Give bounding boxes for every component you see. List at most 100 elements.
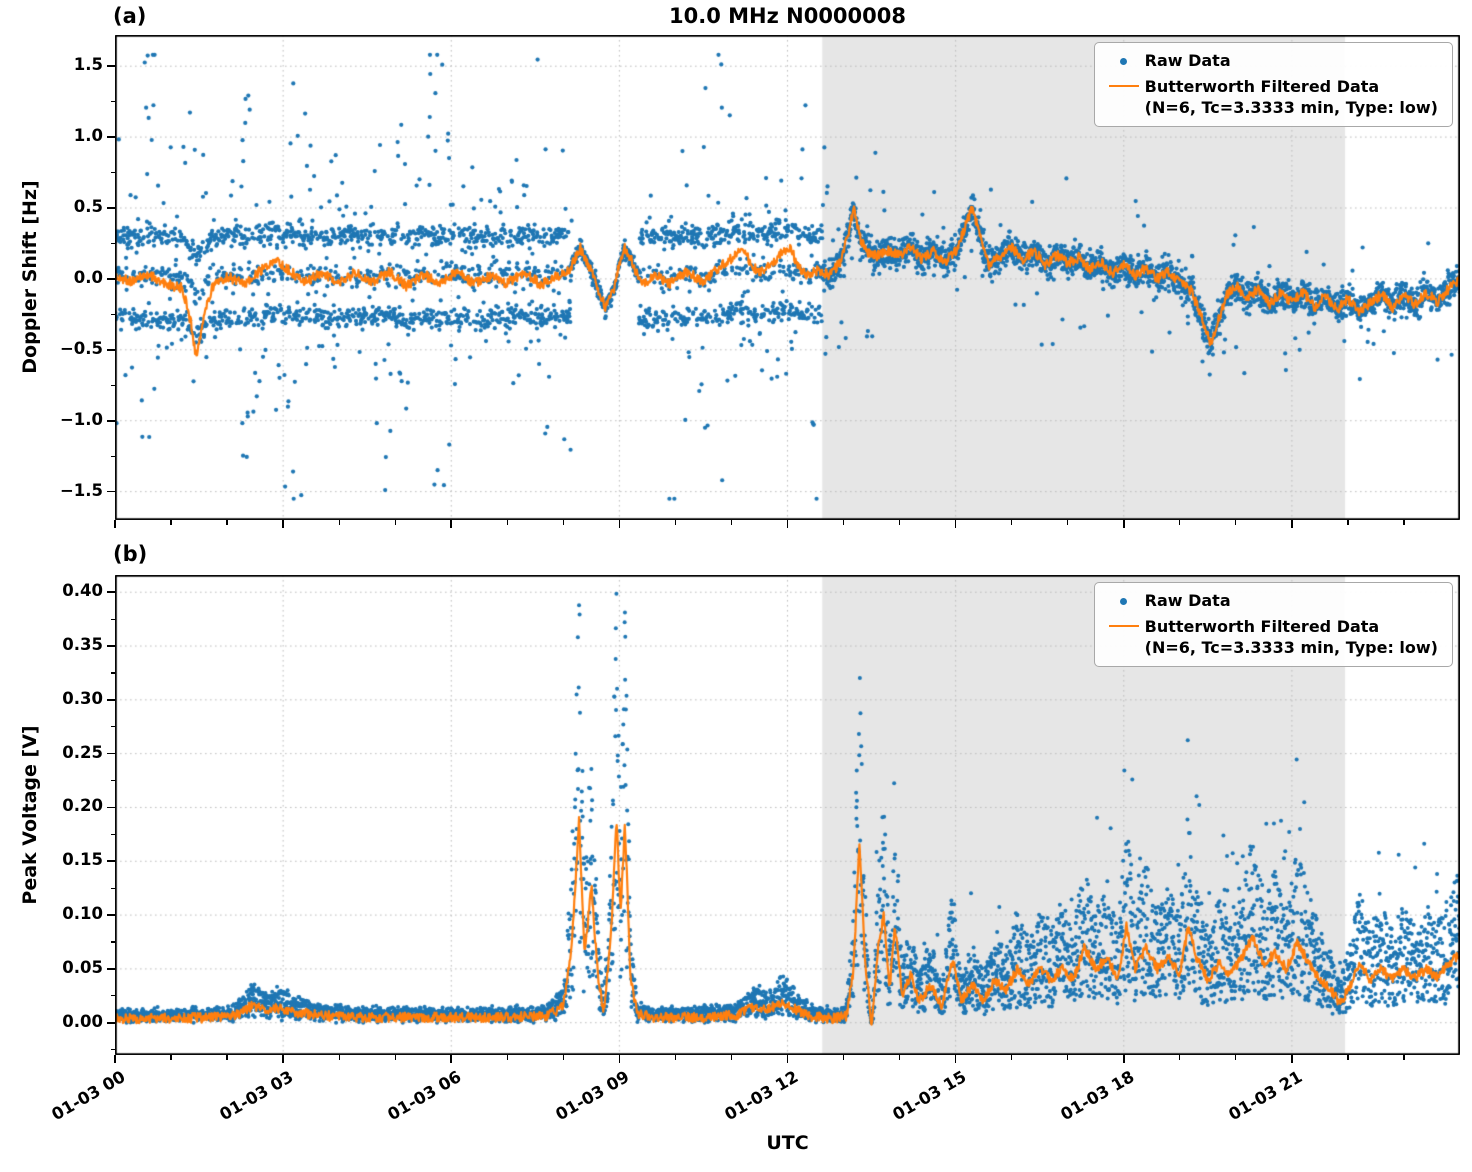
raw-data-marker [1103,597,1145,605]
legend-filtered-label-line2: (N=6, Tc=3.3333 min, Type: low) [1144,97,1438,117]
y-minor-tick [110,833,115,835]
x-minor-tick [562,1055,564,1060]
y-major-tick [107,349,115,351]
y-major-tick [107,968,115,970]
y-major-tick [107,419,115,422]
x-major-tick [450,520,453,528]
y-tick-label: 0.35 [62,635,103,655]
y-major-tick [107,752,115,755]
x-major-tick [618,520,621,528]
y-minor-tick [110,726,115,728]
y-minor-tick [110,455,115,457]
filtered-line-icon [1108,84,1139,87]
y-major-tick [107,645,115,647]
x-minor-tick [1347,1055,1349,1060]
y-major-tick [107,860,115,863]
x-minor-tick [842,520,845,525]
x-minor-tick [338,520,340,525]
x-minor-tick [1067,520,1069,525]
x-tick-label: 01-03 06 [384,1067,465,1125]
y-tick-label: 0.0 [73,267,103,287]
y-minor-tick [110,672,115,674]
x-minor-tick [506,1055,508,1060]
y-major-tick [107,65,115,67]
y-tick-label: 0.5 [73,197,103,216]
y-tick-label: 1.5 [73,55,103,75]
x-minor-tick [170,520,172,525]
x-tick-label: 01-03 21 [1225,1067,1306,1125]
y-tick-label: −1.5 [59,480,103,500]
x-minor-tick [226,1055,228,1060]
filtered-line-marker [1103,624,1145,627]
x-minor-tick [898,1055,901,1060]
x-minor-tick [1235,520,1237,525]
y-minor-tick [110,941,115,943]
x-minor-tick [1011,1055,1013,1060]
x-major-tick [450,1055,453,1063]
x-major-tick [1122,520,1125,528]
legend-raw-row: Raw Data [1103,51,1438,72]
filtered-line-marker [1103,84,1145,87]
x-tick-label: 01-03 15 [889,1067,970,1125]
x-minor-tick [506,520,508,525]
legend-voltage: Raw Data Butterworth Filtered Data (N=6,… [1093,582,1453,668]
legend-filtered-label-line1: Butterworth Filtered Data [1144,616,1380,636]
x-tick-label: 01-03 09 [552,1067,633,1125]
y-tick-label: 1.0 [73,126,103,146]
y-major-tick [107,278,115,280]
legend-raw-row: Raw Data [1103,591,1438,612]
y-major-tick [107,207,115,209]
x-minor-tick [1235,1055,1237,1060]
figure-title: 10.0 MHz N0000008 [669,4,906,28]
x-minor-tick [1347,520,1349,525]
y-tick-label: 0.20 [62,796,103,816]
x-minor-tick [338,1055,340,1060]
x-tick-label: 01-03 12 [720,1067,801,1125]
x-tick-label: 01-03 00 [48,1067,129,1125]
x-minor-tick [1179,1055,1181,1060]
x-minor-tick [226,520,228,525]
y-major-tick [107,806,115,809]
legend-filtered-label: Butterworth Filtered Data (N=6, Tc=3.333… [1145,617,1438,659]
y-major-tick [107,914,115,916]
x-minor-tick [170,1055,172,1060]
y-major-tick [107,591,115,593]
y-minor-tick [110,887,115,889]
x-tick-label: 01-03 18 [1057,1067,1138,1125]
panel-a-label: (a) [113,4,147,28]
y-tick-label: 0.30 [62,688,103,708]
x-major-tick [282,1055,284,1063]
x-minor-tick [1403,520,1405,525]
y-major-tick [107,1021,115,1024]
y-minor-tick [110,1049,115,1051]
x-minor-tick [1403,1055,1405,1060]
x-major-tick [282,520,284,528]
y-major-tick [107,699,115,701]
x-minor-tick [730,520,733,525]
x-major-tick [114,520,116,528]
panel-b-label: (b) [113,542,148,566]
y-tick-label: −1.0 [59,409,103,429]
x-minor-tick [730,1055,733,1060]
y-minor-tick [110,384,115,386]
raw-dot-icon [1120,57,1128,65]
x-minor-tick [674,1055,676,1060]
y-tick-label: −0.5 [59,338,103,358]
x-major-tick [786,1055,789,1063]
x-axis-label: UTC [766,1132,809,1154]
doppler-plot-area: Raw Data Butterworth Filtered Data (N=6,… [115,35,1460,520]
x-major-tick [114,1055,116,1063]
y-tick-label: 0.05 [62,957,103,977]
y-tick-label: 0.00 [62,1011,103,1031]
y-minor-tick [110,101,115,103]
x-minor-tick [842,1055,845,1060]
y-tick-label: 0.15 [62,850,103,870]
raw-data-marker [1103,57,1145,65]
x-major-tick [618,1055,621,1063]
x-major-tick [954,520,957,528]
y-minor-tick [110,995,115,997]
legend-filtered-label-line1: Butterworth Filtered Data [1144,76,1380,96]
raw-dot-icon [1120,597,1128,605]
x-tick-label: 01-03 03 [216,1067,297,1125]
